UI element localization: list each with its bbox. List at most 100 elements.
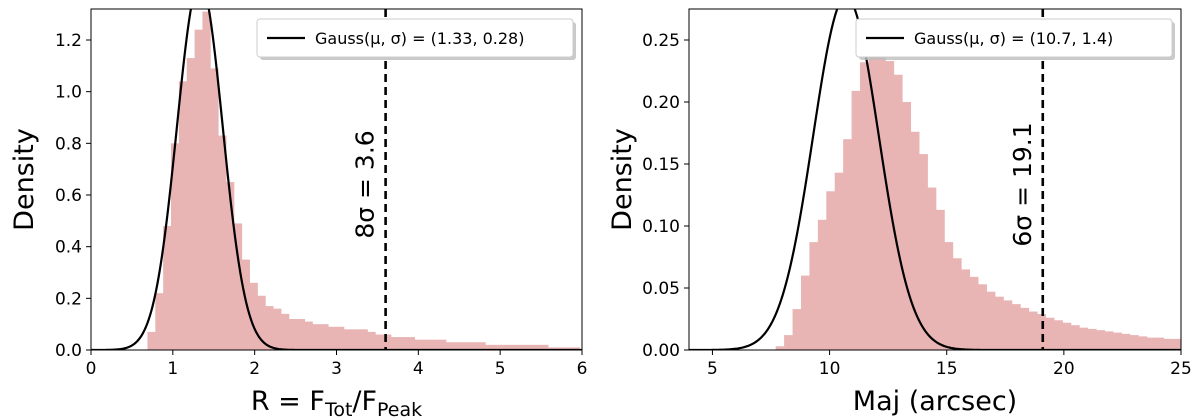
histogram-bar — [1045, 317, 1055, 350]
histogram-bar — [800, 275, 810, 350]
histogram-bar — [438, 339, 447, 350]
histogram-bar — [893, 74, 903, 350]
histogram-bar — [978, 284, 987, 350]
y-tick-label: 0.25 — [642, 31, 680, 51]
histogram-bar — [1070, 325, 1080, 350]
x-axis-title-sub1: Tot — [324, 399, 352, 419]
histogram-bar — [851, 90, 861, 350]
x-tick-label: 6 — [577, 359, 588, 379]
histogram-bar — [430, 339, 439, 350]
histogram-bar — [902, 102, 912, 350]
y-tick-label: 0.10 — [642, 217, 680, 237]
y-tick-label: 0.15 — [642, 155, 680, 175]
histogram-bar — [1104, 331, 1114, 350]
histogram-bar — [860, 62, 869, 350]
histogram-bar — [910, 131, 920, 350]
histogram-bar — [1172, 338, 1181, 350]
histogram-bar — [257, 295, 266, 350]
histogram-bar — [171, 143, 180, 350]
x-tick-label: 1 — [167, 359, 178, 379]
x-axis-title: Maj (arcsec) — [853, 386, 1017, 417]
histogram-bar — [391, 337, 400, 350]
histogram-bar — [461, 342, 470, 350]
histogram-bar — [202, 11, 211, 350]
histogram-bar — [453, 342, 463, 350]
histogram-bar — [186, 58, 196, 350]
x-tick-label: 15 — [936, 359, 958, 379]
y-tick-label: 0.05 — [642, 279, 680, 299]
histogram-bar — [178, 81, 188, 350]
histogram-bar — [383, 334, 392, 350]
histogram-bar — [375, 334, 384, 350]
histogram-bar — [826, 191, 836, 350]
legend: Gauss(μ, σ) = (10.7, 1.4) — [855, 18, 1175, 60]
y-tick-label: 0.20 — [642, 93, 680, 113]
y-axis-title: Density — [9, 128, 40, 231]
histogram-bars — [147, 11, 580, 350]
chart-2: 6σ = 19.1 5 10 15 20 25 0.00 0.05 0.10 0.15 0.20 0.… — [607, 8, 1198, 417]
histogram-bar — [155, 293, 164, 350]
histogram-bar — [540, 344, 549, 350]
x-tick-label: 25 — [1170, 359, 1192, 379]
x-tick-label: 3 — [331, 359, 342, 379]
histogram-bar — [296, 319, 305, 350]
histogram-bar — [194, 29, 203, 350]
histogram-bar — [927, 187, 937, 350]
histogram-bar — [367, 331, 376, 350]
histogram-bar — [147, 331, 156, 350]
legend-box — [256, 18, 574, 58]
histogram-bar — [304, 321, 313, 350]
histogram-bar — [398, 337, 408, 350]
x-axis-title: R = FTot/FPeak — [251, 386, 422, 419]
threshold-label: 8σ = 3.6 — [351, 130, 380, 238]
histogram-bar — [343, 329, 353, 350]
histogram-bar — [952, 258, 962, 350]
y-tick-label: 0.4 — [55, 238, 82, 258]
histogram-bar — [1028, 311, 1038, 350]
histogram-bar — [328, 326, 337, 350]
histogram-bar — [1087, 328, 1097, 350]
histogram-bar — [320, 324, 329, 350]
gauss-curve — [689, 9, 1181, 350]
histogram-bar — [312, 324, 321, 350]
histogram-bar — [1037, 314, 1046, 350]
histogram-bar — [1079, 327, 1089, 350]
histogram-bar — [1138, 336, 1148, 350]
histogram-bar — [477, 342, 486, 350]
y-tick-label: 0.8 — [55, 134, 82, 154]
histogram-bar — [218, 135, 227, 350]
histogram-bar — [288, 319, 298, 350]
histogram-bar — [1121, 333, 1131, 350]
histogram-bar — [1163, 338, 1173, 350]
histogram-bar — [508, 344, 518, 350]
histogram-bar — [336, 326, 345, 350]
threshold-label: 6σ = 19.1 — [1008, 122, 1037, 246]
histogram-bar — [1113, 332, 1122, 350]
y-tick-label: 0.2 — [55, 289, 82, 309]
histogram-bar — [1054, 320, 1063, 350]
legend-box — [855, 18, 1173, 58]
histogram-bar — [775, 346, 785, 350]
histogram-bar — [281, 313, 290, 350]
histogram-bar — [445, 342, 455, 350]
x-axis-title-main: R = F — [251, 386, 325, 417]
plot-frame — [688, 8, 1182, 351]
y-tick-label: 1.2 — [55, 31, 82, 51]
legend: Gauss(μ, σ) = (1.33, 0.28) — [256, 18, 576, 60]
histogram-bar — [249, 282, 258, 350]
gauss-group — [91, 9, 582, 350]
histogram-bar — [1062, 322, 1072, 350]
histogram-bar — [792, 309, 802, 350]
x-axis-title-sub2: Peak — [377, 399, 422, 419]
histogram-bar — [265, 306, 274, 350]
histogram-bar — [1155, 337, 1165, 350]
histogram-bar — [809, 242, 819, 350]
histogram-bar — [1003, 300, 1013, 350]
histogram-bar — [516, 344, 525, 350]
histogram-bar — [969, 276, 979, 350]
histogram-bar — [868, 28, 878, 350]
histogram-bar — [233, 223, 243, 350]
histogram-bar — [163, 226, 172, 350]
histogram-bar — [1189, 340, 1198, 350]
histogram-bar — [986, 291, 996, 350]
